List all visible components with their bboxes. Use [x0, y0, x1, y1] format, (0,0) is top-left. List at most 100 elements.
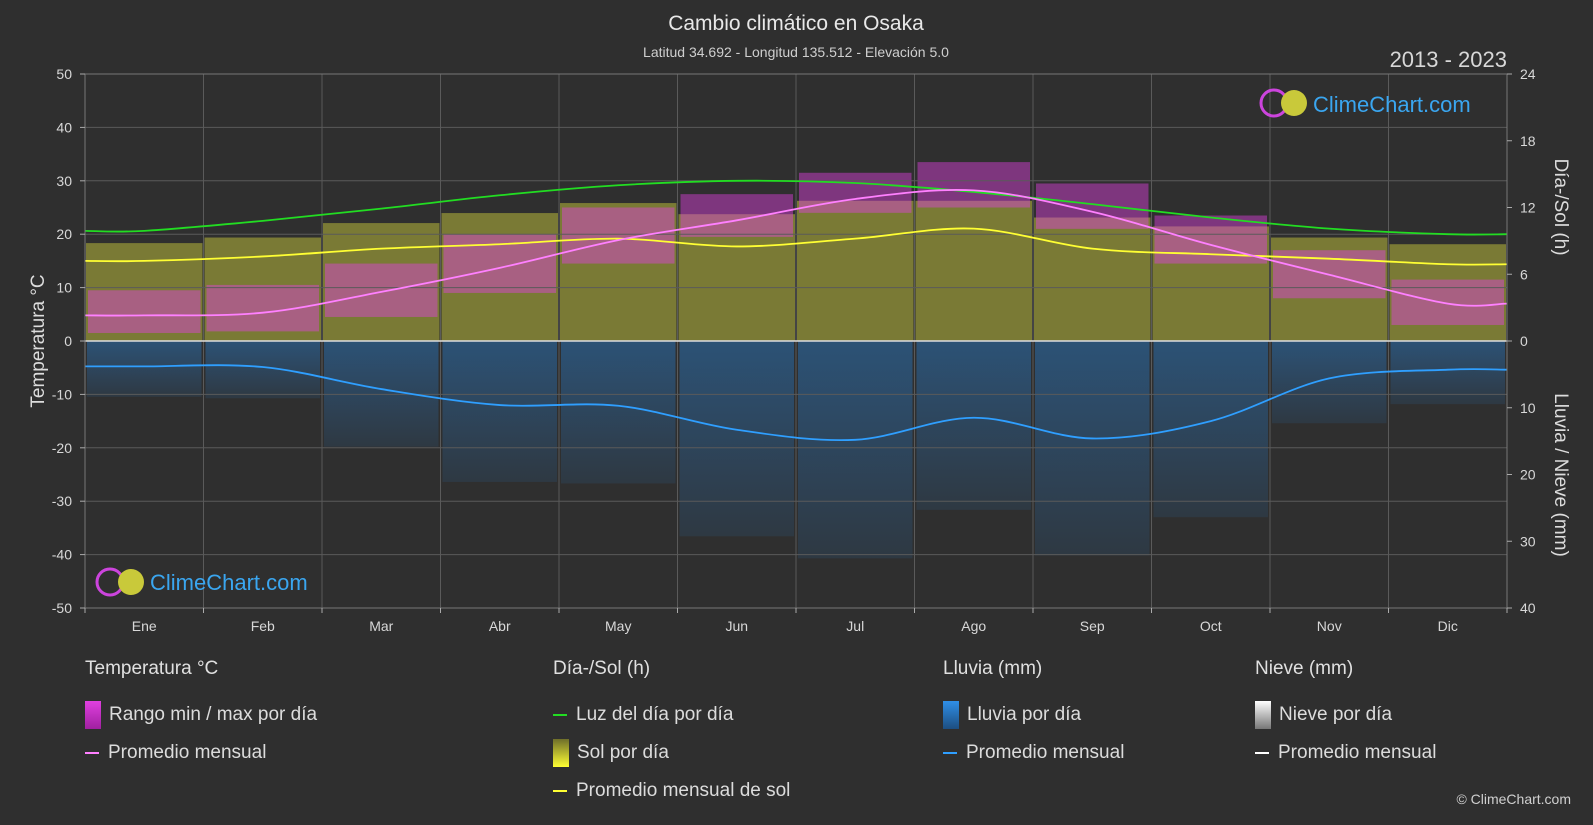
y-left-tick-label: -10	[52, 386, 72, 402]
rain-bar	[679, 341, 794, 537]
temp-avg-line	[84, 189, 1508, 317]
y-right-bottom-tick-label: 30	[1520, 533, 1536, 549]
temp-range-bar	[1391, 279, 1504, 325]
chart-subtitle: Latitud 34.692 - Longitud 135.512 - Elev…	[643, 44, 949, 60]
legend-temperature: Temperatura °C Rango min / max por día P…	[85, 658, 317, 772]
temp-range-bar	[680, 194, 793, 237]
rain-bar	[916, 341, 1031, 510]
copyright: © ClimeChart.com	[1456, 791, 1571, 807]
legend-item: Sol por día	[553, 734, 790, 772]
x-tick-label: Feb	[251, 618, 275, 634]
brand-name-bottom: ClimeChart.com	[150, 570, 308, 595]
rain-bar	[324, 341, 439, 447]
daylight-swatch	[553, 714, 567, 716]
x-tick-label: Oct	[1200, 618, 1222, 634]
snow-swatch	[1255, 701, 1271, 729]
legend-sun: Día-/Sol (h) Luz del día por día Sol por…	[553, 658, 790, 810]
legend-item: Rango min / max por día	[85, 696, 317, 734]
y-left-tick-label: 20	[56, 226, 72, 242]
legend-label: Lluvia por día	[967, 704, 1082, 725]
chart-title: Cambio climático en Osaka	[668, 12, 924, 35]
y-left-tick-label: 40	[56, 119, 72, 135]
y-left-tick-label: 10	[56, 280, 72, 296]
y-right-bottom-tick-label: 40	[1520, 600, 1536, 616]
x-tick-label: Abr	[489, 618, 511, 634]
period-label: 2013 - 2023	[1390, 47, 1507, 72]
x-tick-label: May	[605, 618, 631, 634]
legend-item: Promedio mensual	[1255, 734, 1436, 772]
legend-temperature-title: Temperatura °C	[85, 658, 219, 679]
sunshine-bar	[678, 214, 795, 341]
temp-range-bar	[206, 284, 319, 332]
x-tick-label: Dic	[1438, 618, 1458, 634]
legend-label: Promedio mensual	[108, 742, 267, 763]
sunshine-bar	[1034, 217, 1151, 341]
temp-range-bar	[799, 172, 912, 213]
sunshine-bar	[797, 200, 914, 341]
sunshine-bar	[1271, 237, 1388, 341]
rain-bar	[1390, 341, 1505, 405]
legend-label: Luz del día por día	[576, 704, 734, 725]
y-right-top-tick-label: 6	[1520, 266, 1528, 282]
sunshine-swatch	[553, 739, 569, 767]
y-left-tick-label: -20	[52, 440, 72, 456]
y-left-tick-label: -30	[52, 493, 72, 509]
legend-item: Promedio mensual	[85, 734, 317, 772]
band-layer	[86, 162, 1506, 559]
y-right-top-tick-label: 24	[1520, 66, 1536, 82]
temp-range-bar	[917, 162, 1030, 208]
brand-logo-top: ClimeChart.com	[1259, 88, 1471, 118]
brand-name-top: ClimeChart.com	[1313, 92, 1471, 117]
line-layer	[84, 179, 1508, 442]
y-right-top-label: Día-/Sol (h)	[1550, 158, 1571, 255]
legend-label: Nieve por día	[1279, 704, 1393, 725]
plot-area	[84, 73, 1508, 609]
rain-bar	[442, 341, 557, 482]
y-right-top-tick-label: 0	[1520, 333, 1528, 349]
sunshine-avg-swatch	[553, 790, 567, 792]
legend-item: Luz del día por día	[553, 696, 790, 734]
y-right-bottom-label: Lluvia / Nieve (mm)	[1550, 393, 1571, 557]
rain-bar	[205, 341, 320, 399]
x-tick-label: Jul	[846, 618, 864, 634]
temp-range-bar	[562, 207, 675, 264]
rain-bar	[1153, 341, 1268, 518]
x-tick-label: Sep	[1080, 618, 1105, 634]
rain-swatch	[943, 701, 959, 729]
temp-range-bar	[88, 290, 201, 333]
sunshine-bar	[915, 200, 1032, 341]
brand-logo-bottom: ClimeChart.com	[95, 567, 308, 597]
legend-item: Nieve por día	[1255, 696, 1436, 734]
legend-label: Rango min / max por día	[109, 704, 318, 725]
y-left-tick-label: 50	[56, 66, 72, 82]
y-left-label: Temperatura °C	[28, 274, 49, 407]
temp-range-bar	[443, 234, 556, 293]
y-left-tick-label: -40	[52, 547, 72, 563]
x-tick-label: Ene	[132, 618, 157, 634]
y-left-tick-label: 30	[56, 173, 72, 189]
snow-avg-swatch	[1255, 752, 1269, 754]
rain-bar	[87, 341, 202, 397]
legend-item: Promedio mensual	[943, 734, 1124, 772]
sunshine-bar	[560, 203, 677, 341]
temp-range-bar	[325, 263, 438, 317]
y-left-tick-label: 0	[64, 333, 72, 349]
x-tick-label: Nov	[1317, 618, 1342, 634]
rain-avg-line	[84, 364, 1508, 442]
y-right-bottom-tick-label: 10	[1520, 400, 1536, 416]
rain-bar	[798, 341, 913, 559]
y-left-tick-label: -50	[52, 600, 72, 616]
legend-sun-title: Día-/Sol (h)	[553, 658, 651, 679]
rain-bar	[1272, 341, 1387, 424]
sunshine-bar	[323, 223, 440, 341]
legend-label: Sol por día	[577, 742, 669, 763]
temp-range-swatch	[85, 701, 101, 729]
sunshine-avg-line	[84, 227, 1508, 266]
x-tick-label: Ago	[961, 618, 986, 634]
legend-label: Promedio mensual	[1278, 742, 1437, 763]
axis-layer: 50 40 30 20 10 0 -10 -20 -30 -40 -50 24 18 12 6 0 10 20 30…	[52, 66, 1536, 634]
brand-sun-icon	[118, 569, 144, 595]
temp-avg-swatch	[85, 752, 99, 754]
rain-avg-swatch	[943, 752, 957, 754]
